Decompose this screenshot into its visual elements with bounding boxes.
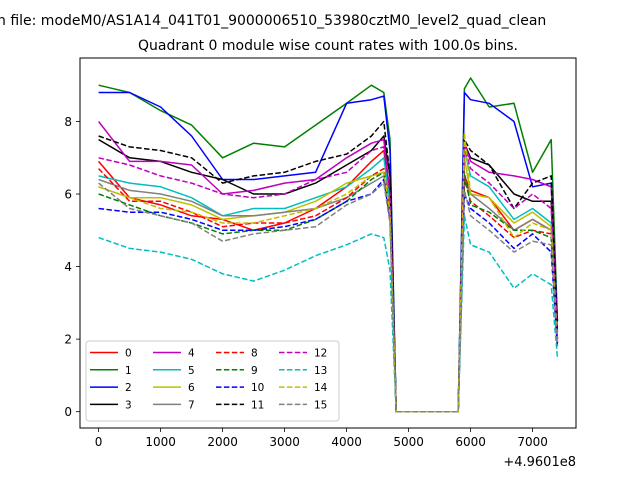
x-tick-label: 2000 [207, 435, 238, 449]
legend-label-2: 2 [125, 382, 132, 394]
x-tick-label: 5000 [393, 435, 424, 449]
x-tick-label: 6000 [455, 435, 486, 449]
series-line-13 [98, 215, 559, 413]
legend-label-12: 12 [314, 348, 327, 360]
y-axis: 0 2 4 6 8 [64, 115, 80, 419]
x-tick-label: 1000 [145, 435, 176, 449]
series-line-12 [98, 146, 559, 413]
legend-label-8: 8 [251, 348, 258, 360]
y-tick-label: 6 [64, 188, 72, 202]
x-axis: 0 1000 2000 3000 4000 5000 6000 7000 [95, 428, 548, 449]
legend-label-4: 4 [188, 348, 195, 360]
y-tick-label: 8 [64, 115, 72, 129]
x-tick-label: 7000 [517, 435, 548, 449]
legend-label-0: 0 [125, 348, 132, 360]
y-tick-label: 4 [64, 260, 72, 274]
axes-frame [79, 57, 577, 429]
x-offset-label: +4.9601e8 [503, 455, 576, 470]
legend-frame [85, 340, 340, 422]
legend-label-11: 11 [251, 399, 264, 411]
series-lines [98, 77, 559, 413]
y-tick-label: 0 [64, 405, 72, 419]
x-tick-label: 4000 [331, 435, 362, 449]
series-line-11 [98, 120, 559, 413]
legend-label-6: 6 [188, 382, 195, 394]
legend-label-3: 3 [125, 399, 132, 411]
x-tick-label: 3000 [269, 435, 300, 449]
legend-label-1: 1 [125, 365, 132, 377]
y-tick-label: 2 [64, 333, 72, 347]
series-line-2 [98, 91, 559, 413]
series-line-14 [98, 131, 559, 413]
legend-label-5: 5 [188, 365, 195, 377]
x-tick-label: 0 [95, 435, 103, 449]
series-line-1 [98, 77, 559, 413]
legend-label-13: 13 [314, 365, 327, 377]
legend-label-7: 7 [188, 399, 195, 411]
series-line-15 [98, 182, 559, 413]
legend-label-10: 10 [251, 382, 264, 394]
plot-title: Quadrant 0 module wise count rates with … [138, 38, 518, 54]
legend-label-15: 15 [314, 399, 327, 411]
legend-label-9: 9 [251, 365, 258, 377]
figure-suptitle: n file: modeM0/AS1A14_041T01_9000006510_… [0, 13, 546, 29]
legend-label-14: 14 [314, 382, 328, 394]
